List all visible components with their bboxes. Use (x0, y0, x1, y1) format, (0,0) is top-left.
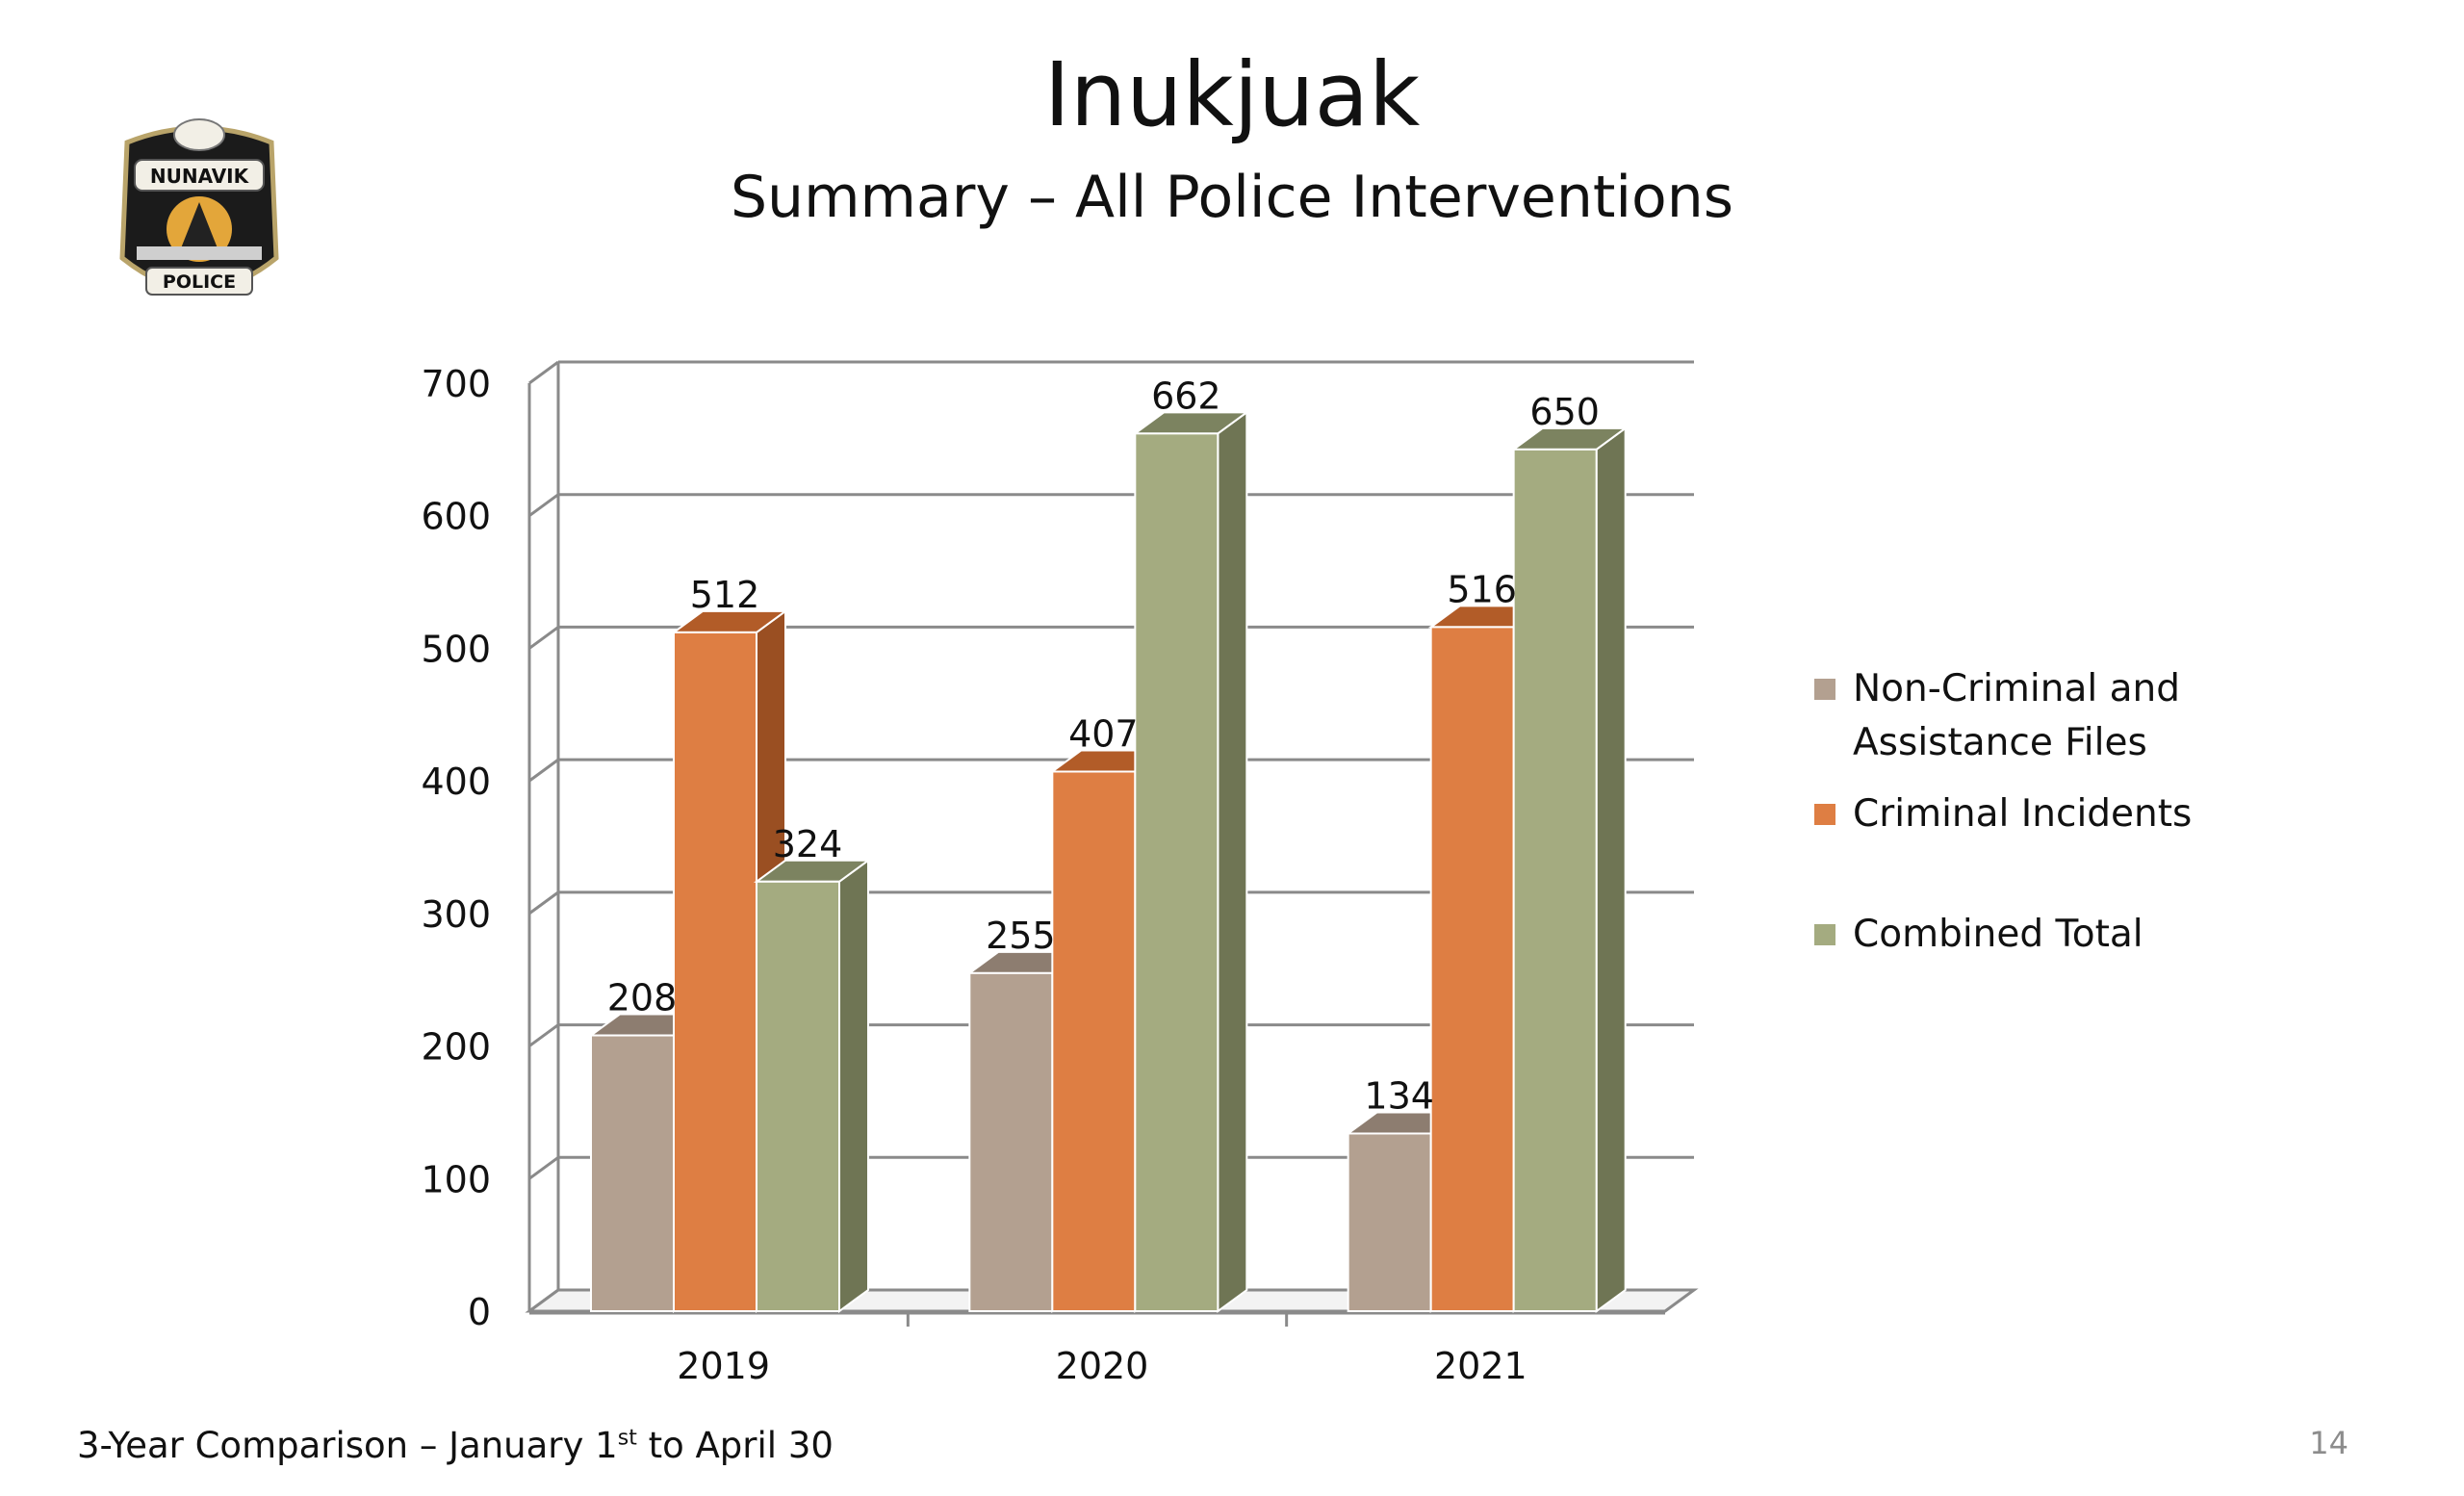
legend-label: Combined Total (1853, 913, 2143, 956)
bar (1134, 432, 1219, 1312)
data-label: 134 (1364, 1074, 1434, 1117)
data-label: 208 (607, 977, 678, 1019)
y-tick-label: 0 (468, 1291, 491, 1333)
y-tick-label: 500 (421, 628, 491, 670)
data-label: 407 (1068, 713, 1139, 756)
chart-bars (587, 410, 1629, 1313)
bar (1347, 1132, 1432, 1313)
bar (1512, 448, 1598, 1313)
y-tick-label: 100 (421, 1158, 491, 1200)
y-tick-label: 600 (421, 496, 491, 538)
bar-side (838, 858, 869, 1313)
x-axis-ticks: 2019 2020 2021 (677, 1311, 1527, 1387)
bar (968, 971, 1054, 1312)
y-tick-label: 700 (421, 363, 491, 405)
data-label: 650 (1529, 391, 1600, 433)
page-title: Inukjuak (1043, 43, 1421, 146)
badge-text-bottom: POLICE (163, 271, 236, 293)
bar (673, 631, 757, 1312)
chart-data-labels: 208 512 324 255 407 662 134 516 650 (607, 374, 1600, 1117)
bar-side (1595, 426, 1627, 1313)
bar (1429, 626, 1515, 1312)
legend-swatch (1814, 924, 1835, 945)
bar-side (1217, 410, 1248, 1313)
x-tick-label: 2020 (1056, 1345, 1149, 1387)
bar (590, 1034, 675, 1313)
badge-text-top: NUNAVIK (150, 165, 250, 188)
bar (756, 880, 840, 1312)
legend-label: Criminal Incidents (1853, 792, 2193, 836)
y-tick-label: 400 (421, 761, 491, 803)
page-number: 14 (2309, 1425, 2348, 1461)
data-label: 324 (773, 823, 843, 865)
y-tick-label: 300 (421, 893, 491, 936)
footer-note: 3-Year Comparison – January 1st to April… (77, 1425, 834, 1466)
y-tick-label: 200 (421, 1026, 491, 1069)
data-label: 255 (986, 915, 1056, 957)
page-subtitle: Summary – All Police Interventions (730, 164, 1734, 231)
data-label: 662 (1151, 374, 1221, 417)
legend-swatch (1814, 804, 1835, 825)
x-tick-label: 2019 (677, 1345, 770, 1387)
data-label: 512 (690, 574, 760, 616)
x-tick-label: 2021 (1434, 1345, 1527, 1387)
bar (1051, 770, 1137, 1312)
legend-label: Non-Criminal and Assistance Files (1853, 667, 2180, 764)
data-label: 516 (1447, 568, 1517, 610)
nunavik-police-badge-icon: NUNAVIK POLICE (108, 114, 291, 316)
y-axis-ticks: 0 100 200 300 400 500 600 700 (421, 363, 491, 1333)
legend-swatch (1814, 679, 1835, 700)
